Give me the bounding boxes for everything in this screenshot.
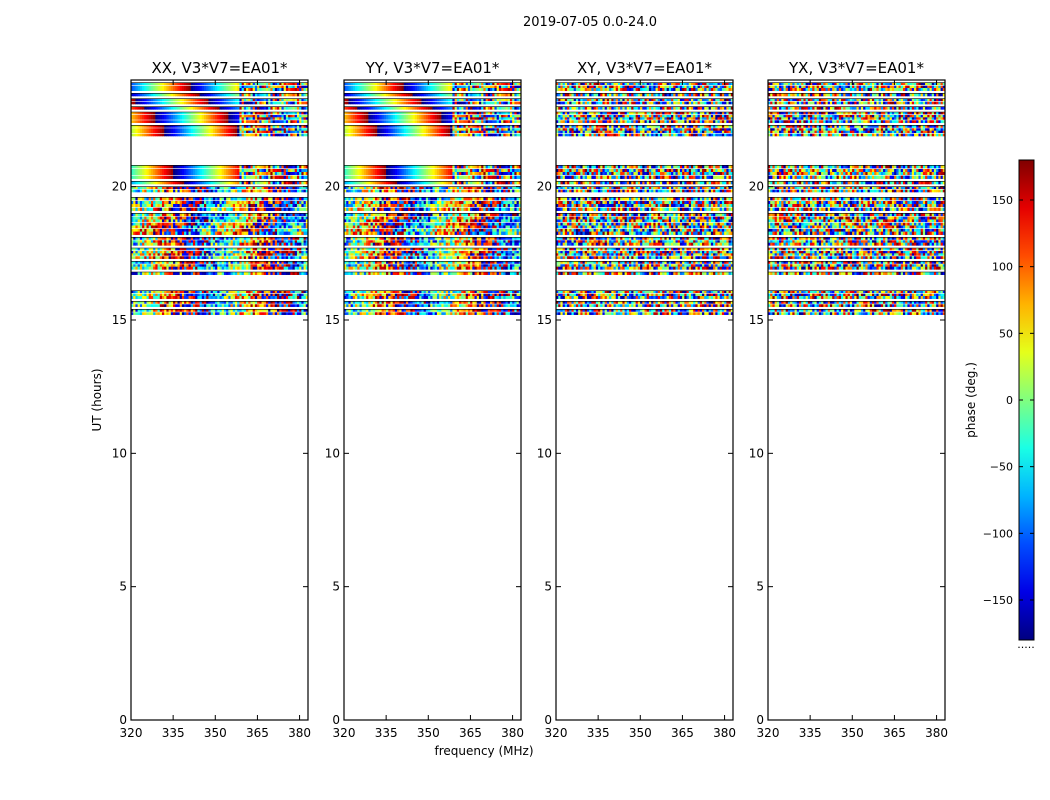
y-tick-label: 15 [537, 313, 552, 327]
x-tick-label: 365 [883, 726, 906, 740]
y-tick-label: 0 [332, 713, 340, 727]
x-tick-label: 365 [459, 726, 482, 740]
x-tick-label: 335 [587, 726, 610, 740]
y-tick-label: 20 [749, 180, 764, 194]
colorbar-tick-label: 0 [1006, 394, 1013, 407]
y-tick-label: 20 [537, 180, 552, 194]
x-tick-label: 350 [417, 726, 440, 740]
colorbar-label: phase (deg.) [964, 362, 978, 438]
colorbar-tick-label: −150 [983, 594, 1013, 607]
x-tick-label: 365 [671, 726, 694, 740]
x-tick-label: 350 [204, 726, 227, 740]
x-tick-label: 350 [841, 726, 864, 740]
y-tick-label: 5 [119, 580, 127, 594]
x-tick-label: 380 [925, 726, 948, 740]
y-tick-label: 10 [325, 446, 340, 460]
panel-title: XX, V3*V7=EA01* [151, 59, 288, 77]
y-tick-label: 10 [112, 446, 127, 460]
x-tick-label: 335 [375, 726, 398, 740]
y-tick-label: 20 [112, 180, 127, 194]
y-tick-label: 15 [325, 313, 340, 327]
y-tick-label: 5 [756, 580, 764, 594]
panel-frame [130, 79, 309, 721]
panel-xx: XX, V3*V7=EA01* 320 335 350 365 380 0 5 10 15 20 [112, 59, 311, 740]
colorbar: 150 100 50 0 −50 −100 −150 [983, 159, 1035, 641]
x-tick-label: 380 [501, 726, 524, 740]
y-tick-label: 15 [749, 313, 764, 327]
panel-frame [555, 79, 734, 721]
phase-heatmap [768, 80, 945, 720]
figure-title: 2019-07-05 0.0-24.0 [523, 15, 657, 30]
y-axis-label: UT (hours) [90, 368, 104, 431]
y-tick-label: 5 [544, 580, 552, 594]
phase-heatmap [344, 80, 521, 720]
colorbar-tick-label: −50 [990, 461, 1013, 474]
x-tick-label: 380 [713, 726, 736, 740]
panel-title: XY, V3*V7=EA01* [577, 59, 712, 77]
x-tick-label: 335 [799, 726, 822, 740]
colorbar-under-label: ..... [1017, 638, 1034, 651]
panel-xy: XY, V3*V7=EA01* 320 335 350 365 380 0 5 10 15 20 [537, 59, 736, 740]
colorbar-tick-label: 100 [992, 261, 1013, 274]
phase-heatmap [131, 80, 308, 720]
y-tick-label: 15 [112, 313, 127, 327]
y-tick-label: 0 [756, 713, 764, 727]
x-tick-label: 320 [120, 726, 143, 740]
colorbar-tick-label: 50 [999, 327, 1013, 340]
x-tick-label: 320 [545, 726, 568, 740]
y-tick-label: 0 [544, 713, 552, 727]
panel-frame [767, 79, 946, 721]
panel-frame [343, 79, 522, 721]
x-tick-label: 320 [757, 726, 780, 740]
y-tick-label: 10 [749, 446, 764, 460]
x-tick-label: 365 [246, 726, 269, 740]
panel-title: YY, V3*V7=EA01* [365, 59, 500, 77]
panel-yx: YX, V3*V7=EA01* 320 335 350 365 380 0 5 10 15 20 [749, 59, 948, 740]
x-tick-label: 320 [333, 726, 356, 740]
x-axis-label: frequency (MHz) [434, 744, 533, 758]
y-tick-label: 20 [325, 180, 340, 194]
panels: XX, V3*V7=EA01*320 335 350 365 38005101520YY… [112, 59, 948, 740]
x-tick-label: 380 [288, 726, 311, 740]
phase-heatmap [556, 80, 733, 720]
x-tick-label: 335 [162, 726, 185, 740]
colorbar-tick-label: −100 [983, 527, 1013, 540]
y-tick-label: 5 [332, 580, 340, 594]
y-tick-label: 10 [537, 446, 552, 460]
x-tick-label: 350 [629, 726, 652, 740]
y-tick-label: 0 [119, 713, 127, 727]
colorbar-tick-label: 150 [992, 194, 1013, 207]
panel-title: YX, V3*V7=EA01* [788, 59, 924, 77]
panel-yy: YY, V3*V7=EA01* 320 335 350 365 380 0 5 10 15 20 [325, 59, 524, 740]
